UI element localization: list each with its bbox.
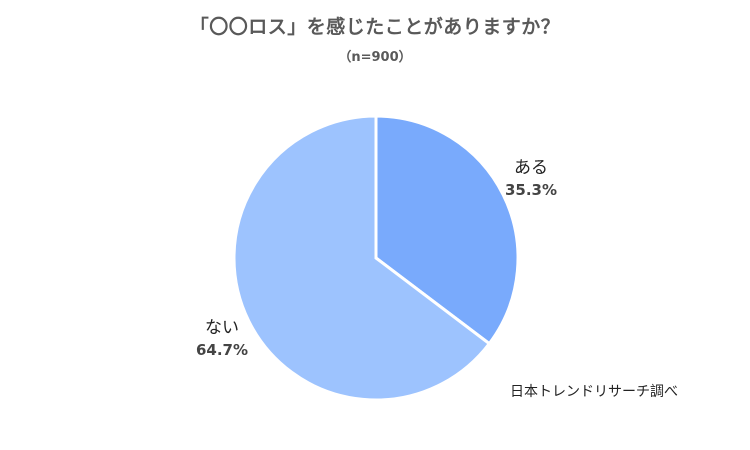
chart-title: 「〇〇ロス」を感じたことがありますか？ bbox=[189, 16, 561, 38]
chart-subtitle: （n=900） bbox=[338, 50, 412, 65]
slice-category-label: ない bbox=[205, 318, 239, 338]
slice-category-label: ある bbox=[514, 158, 548, 178]
pie-slices bbox=[232, 114, 520, 402]
source-credit: 日本トレンドリサーチ調べ bbox=[510, 384, 678, 400]
slice-value-label: 64.7% bbox=[196, 341, 248, 359]
pie-labels: ある 35.3% ない 64.7% bbox=[196, 158, 557, 359]
pie-slice-nai bbox=[232, 114, 492, 402]
pie-slice-aru bbox=[374, 114, 520, 346]
slice-value-label: 35.3% bbox=[505, 181, 557, 199]
